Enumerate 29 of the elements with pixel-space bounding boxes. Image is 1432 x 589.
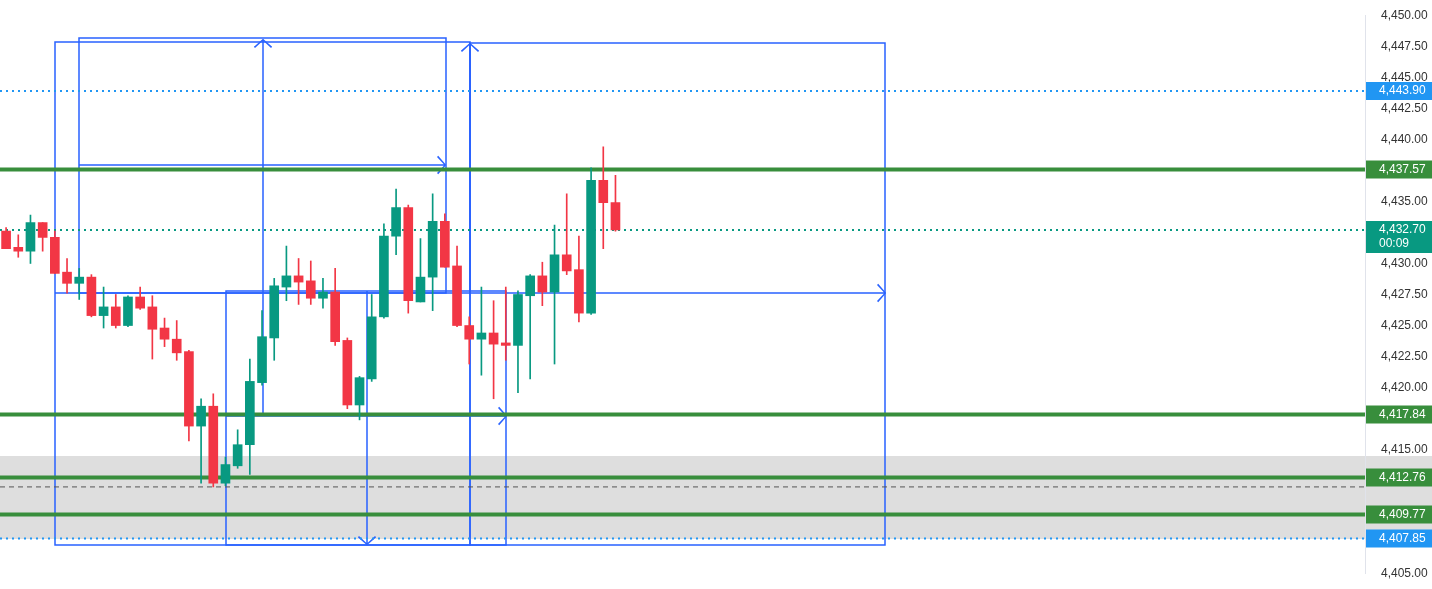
candlestick bbox=[13, 234, 24, 258]
ref-line-label: 4,437.57 bbox=[1379, 161, 1427, 176]
y-tick-label: 4,445.00 bbox=[1381, 69, 1429, 84]
ref-line-label: 4,417.84 bbox=[1379, 406, 1427, 421]
candlestick bbox=[196, 398, 206, 484]
candlestick bbox=[525, 274, 535, 380]
y-tick-label: 4,427.50 bbox=[1381, 286, 1429, 301]
y-tick-label: 4,405.00 bbox=[1381, 566, 1429, 581]
y-tick-label: 4,420.00 bbox=[1381, 379, 1429, 394]
y-tick-label: 4,440.00 bbox=[1381, 131, 1429, 146]
ref-line-label: 4,407.85 bbox=[1379, 530, 1427, 545]
text: 00:09 bbox=[1379, 236, 1410, 251]
ref-line-label: 4,443.90 bbox=[1379, 83, 1427, 98]
ref-line-label: 4,412.76 bbox=[1379, 469, 1427, 484]
ref-line-label: 4,432.70 bbox=[1379, 222, 1427, 237]
y-tick-label: 4,430.00 bbox=[1381, 255, 1429, 270]
y-tick-label: 4,435.00 bbox=[1381, 193, 1429, 208]
candlestick bbox=[561, 193, 572, 275]
y-tick-label: 4,422.50 bbox=[1381, 348, 1429, 363]
y-tick-label: 4,450.00 bbox=[1381, 7, 1429, 22]
y-tick-label: 4,425.00 bbox=[1381, 317, 1429, 332]
y-tick-label: 4,415.00 bbox=[1381, 441, 1429, 456]
ref-line-label: 4,409.77 bbox=[1379, 506, 1427, 521]
y-tick-label: 4,447.50 bbox=[1381, 38, 1429, 53]
candlestick bbox=[500, 286, 511, 361]
candlestick bbox=[318, 278, 328, 309]
candlestick bbox=[598, 146, 609, 249]
y-tick-label: 4,442.50 bbox=[1381, 100, 1429, 115]
candlestick bbox=[74, 268, 85, 300]
